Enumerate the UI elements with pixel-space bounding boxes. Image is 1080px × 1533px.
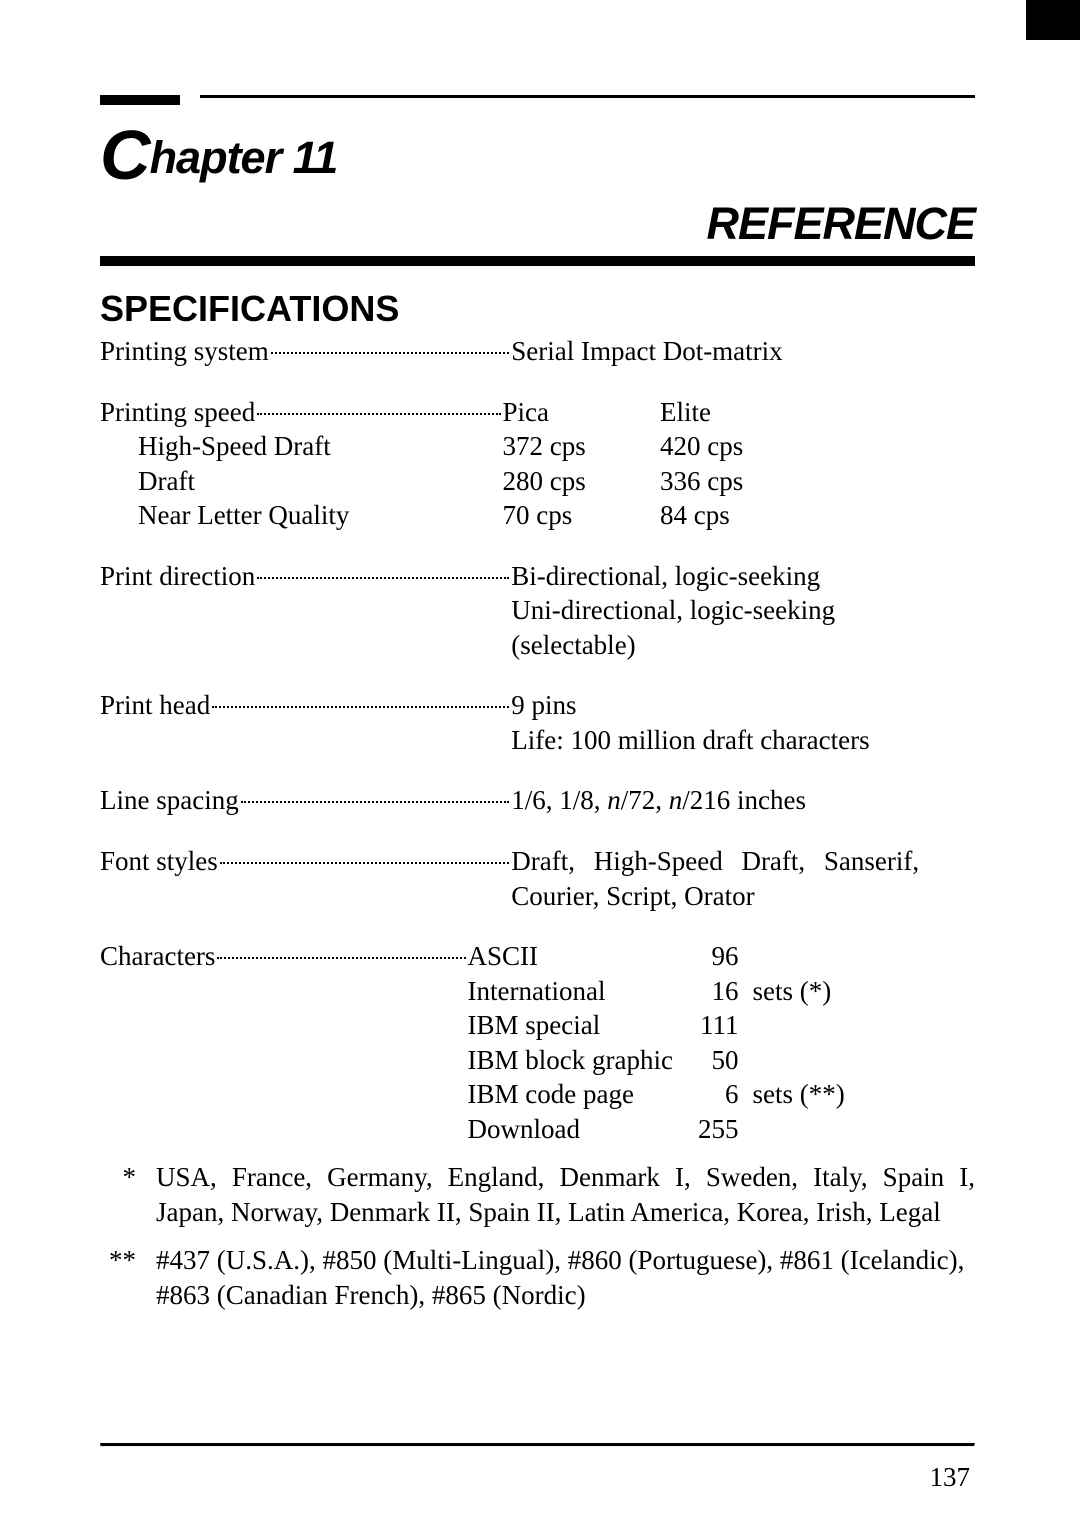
value: Serial Impact Dot-matrix bbox=[511, 334, 975, 369]
characters-table: ASCII96 International16sets (*) IBM spec… bbox=[468, 939, 976, 1146]
body: Printing system Serial Impact Dot-matrix… bbox=[100, 334, 975, 1313]
value: 1/6, 1/8, n/72, n/216 inches bbox=[511, 783, 975, 818]
chapter-text: hapter 11 bbox=[150, 132, 338, 183]
page-number: 137 bbox=[930, 1462, 971, 1493]
char-name: ASCII bbox=[468, 939, 693, 974]
speed-row-name: Draft bbox=[100, 464, 503, 499]
spec-cont: (selectable) bbox=[100, 628, 975, 663]
col-head-elite: Elite bbox=[660, 395, 975, 430]
speed-label-row: Printing speed bbox=[100, 395, 503, 430]
speed-row-elite: 336 cps bbox=[660, 464, 975, 499]
leader-dots bbox=[271, 352, 509, 354]
char-name: IBM block graphic bbox=[468, 1043, 693, 1078]
speed-row-pica: 70 cps bbox=[503, 498, 661, 533]
text: /72, bbox=[621, 785, 669, 815]
spec-row-line-spacing: Line spacing 1/6, 1/8, n/72, n/216 inche… bbox=[100, 783, 975, 818]
char-suffix: sets (*) bbox=[753, 974, 976, 1009]
leader-dots bbox=[241, 801, 510, 803]
char-value: 50 bbox=[693, 1043, 753, 1078]
footnote-mark: ** bbox=[100, 1243, 136, 1312]
footnote-2: ** #437 (U.S.A.), #850 (Multi-Lingual), … bbox=[100, 1243, 975, 1312]
italic-n: n bbox=[669, 785, 683, 815]
value: Life: 100 million draft characters bbox=[511, 723, 975, 758]
char-suffix bbox=[753, 1043, 976, 1078]
label: Printing system bbox=[100, 334, 269, 369]
spec-row-printing-system: Printing system Serial Impact Dot-matrix bbox=[100, 334, 975, 369]
footer-rule bbox=[100, 1443, 975, 1447]
label: Print direction bbox=[100, 559, 255, 594]
speed-row-pica: 372 cps bbox=[503, 429, 661, 464]
footnote-text: #437 (U.S.A.), #850 (Multi-Lingual), #86… bbox=[156, 1243, 975, 1312]
page: Chapter 11 REFERENCE SPECIFICATIONS Prin… bbox=[0, 0, 1080, 1533]
value: (selectable) bbox=[511, 628, 975, 663]
value: Uni-directional, logic-seeking bbox=[511, 593, 975, 628]
char-suffix: sets (**) bbox=[753, 1077, 976, 1112]
char-value: 255 bbox=[693, 1112, 753, 1147]
spec-row-characters: Characters ASCII96 International16sets (… bbox=[100, 939, 975, 1146]
value: Courier, Script, Orator bbox=[511, 879, 975, 914]
leader-dots bbox=[257, 413, 500, 415]
corner-tab bbox=[1026, 0, 1080, 40]
footnote-text: USA, France, Germany, England, Denmark I… bbox=[156, 1160, 975, 1229]
text: 1/6, 1/8, bbox=[511, 785, 607, 815]
char-value: 6 bbox=[693, 1077, 753, 1112]
chapter-title: Chapter 11 bbox=[100, 127, 975, 184]
reference-heading: REFERENCE bbox=[100, 198, 975, 250]
spec-row-font-styles: Font styles Draft, High-Speed Draft, San… bbox=[100, 844, 975, 879]
heavy-rule bbox=[100, 256, 975, 266]
char-name: IBM code page bbox=[468, 1077, 693, 1112]
top-rules bbox=[100, 95, 975, 105]
char-name: Download bbox=[468, 1112, 693, 1147]
value: ASCII96 International16sets (*) IBM spec… bbox=[468, 939, 976, 1146]
speed-table: Printing speed Pica Elite High-Speed Dra… bbox=[100, 395, 975, 533]
col-head-pica: Pica bbox=[503, 395, 661, 430]
char-value: 16 bbox=[693, 974, 753, 1009]
leader-dots bbox=[212, 706, 509, 708]
value: Bi-directional, logic-seeking bbox=[511, 559, 975, 594]
leader-dots bbox=[220, 862, 509, 864]
italic-n: n bbox=[607, 785, 621, 815]
spec-cont: Life: 100 million draft characters bbox=[100, 723, 975, 758]
spec-row-print-direction: Print direction Bi-directional, logic-se… bbox=[100, 559, 975, 594]
char-name: IBM special bbox=[468, 1008, 693, 1043]
label: Line spacing bbox=[100, 783, 239, 818]
label: Print head bbox=[100, 688, 210, 723]
leader-dots bbox=[217, 957, 465, 959]
label: Printing speed bbox=[100, 395, 255, 430]
spec-row-print-head: Print head 9 pins bbox=[100, 688, 975, 723]
leader-dots bbox=[257, 577, 509, 579]
char-name: International bbox=[468, 974, 693, 1009]
speed-row-name: Near Letter Quality bbox=[100, 498, 503, 533]
footnote-1: * USA, France, Germany, England, Denmark… bbox=[100, 1160, 975, 1229]
char-value: 111 bbox=[693, 1008, 753, 1043]
specifications-heading: SPECIFICATIONS bbox=[100, 288, 975, 330]
speed-row-pica: 280 cps bbox=[503, 464, 661, 499]
chapter-dropcap: C bbox=[100, 116, 150, 194]
char-suffix bbox=[753, 939, 976, 974]
label: Font styles bbox=[100, 844, 218, 879]
spec-cont: Courier, Script, Orator bbox=[100, 879, 975, 914]
label: Characters bbox=[100, 939, 215, 974]
text: /216 inches bbox=[682, 785, 806, 815]
value: 9 pins bbox=[511, 688, 975, 723]
spec-printing-speed: Printing speed Pica Elite High-Speed Dra… bbox=[100, 395, 975, 533]
value: Draft, High-Speed Draft, Sanserif, bbox=[511, 844, 975, 879]
speed-row-name: High-Speed Draft bbox=[100, 429, 503, 464]
speed-row-elite: 420 cps bbox=[660, 429, 975, 464]
spec-cont: Uni-directional, logic-seeking bbox=[100, 593, 975, 628]
char-value: 96 bbox=[693, 939, 753, 974]
speed-row-elite: 84 cps bbox=[660, 498, 975, 533]
char-suffix bbox=[753, 1008, 976, 1043]
footnote-mark: * bbox=[100, 1160, 136, 1229]
char-suffix bbox=[753, 1112, 976, 1147]
